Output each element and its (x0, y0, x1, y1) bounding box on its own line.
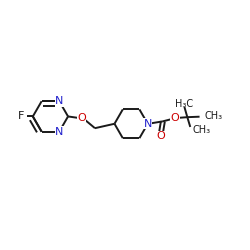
Text: O: O (77, 114, 86, 124)
Text: CH₃: CH₃ (193, 125, 211, 135)
Text: O: O (170, 114, 179, 124)
Text: O: O (156, 131, 165, 141)
Text: N: N (55, 127, 64, 137)
Text: N: N (144, 119, 152, 129)
Text: F: F (18, 112, 24, 122)
Text: H₃C: H₃C (175, 100, 194, 110)
Text: CH₃: CH₃ (204, 111, 222, 121)
Text: N: N (55, 96, 64, 106)
